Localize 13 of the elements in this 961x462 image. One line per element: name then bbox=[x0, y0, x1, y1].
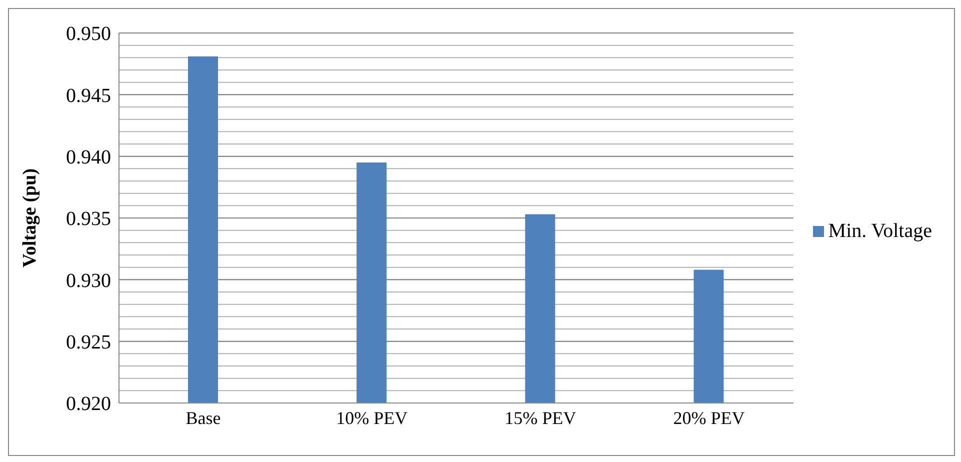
y-tick-label: 0.920 bbox=[66, 393, 111, 416]
x-tick-label: 10% PEV bbox=[336, 408, 408, 428]
y-tick-label: 0.950 bbox=[66, 23, 111, 46]
x-tick-label: 15% PEV bbox=[504, 408, 576, 428]
y-tick-label: 0.930 bbox=[66, 270, 111, 292]
x-tick-label: 20% PEV bbox=[673, 408, 745, 428]
legend-label: Min. Voltage bbox=[828, 220, 932, 242]
y-tick-label: 0.925 bbox=[66, 331, 111, 354]
x-tick-label: Base bbox=[186, 408, 221, 428]
y-axis-title: Voltage (pu) bbox=[20, 168, 41, 268]
y-tick-label: 0.940 bbox=[66, 146, 111, 168]
y-tick-label: 0.945 bbox=[66, 84, 111, 107]
y-tick-label: 0.935 bbox=[66, 208, 111, 230]
